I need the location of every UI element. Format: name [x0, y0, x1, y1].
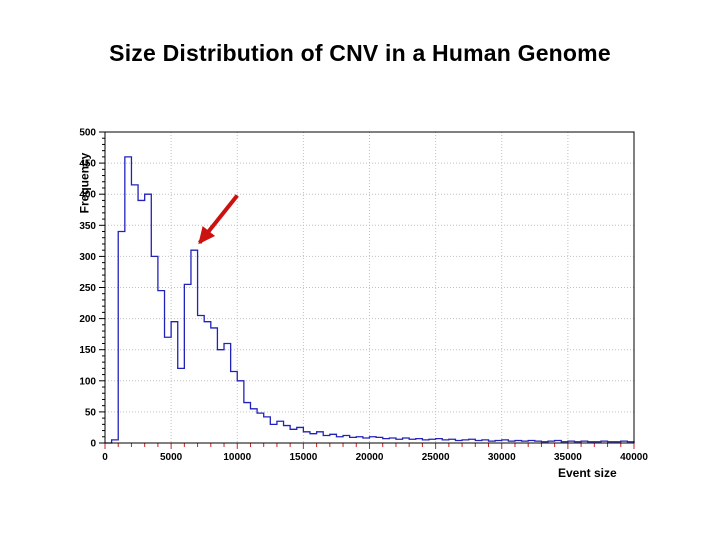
svg-text:0: 0	[90, 439, 96, 450]
svg-text:300: 300	[79, 252, 96, 263]
x-axis-label: Event size	[558, 466, 617, 480]
svg-text:30000: 30000	[488, 452, 516, 463]
svg-text:450: 450	[79, 159, 96, 170]
svg-text:400: 400	[79, 190, 96, 201]
chart-title: Size Distribution of CNV in a Human Geno…	[109, 40, 611, 66]
svg-text:20000: 20000	[356, 452, 384, 463]
svg-text:150: 150	[79, 345, 96, 356]
svg-text:350: 350	[79, 221, 96, 232]
svg-text:0: 0	[102, 452, 108, 463]
svg-text:40000: 40000	[620, 452, 648, 463]
x-axis-ticks	[104, 443, 635, 449]
svg-text:10000: 10000	[223, 452, 251, 463]
plot-frame	[104, 131, 635, 444]
svg-text:100: 100	[79, 376, 96, 387]
svg-text:250: 250	[79, 283, 96, 294]
gridlines	[105, 132, 634, 443]
svg-text:200: 200	[79, 314, 96, 325]
svg-text:50: 50	[85, 407, 97, 418]
svg-text:500: 500	[79, 128, 96, 139]
svg-text:15000: 15000	[289, 452, 317, 463]
y-axis-ticks	[99, 131, 105, 444]
svg-text:25000: 25000	[422, 452, 450, 463]
annotation-arrow	[197, 194, 239, 245]
histogram-line	[105, 156, 635, 444]
svg-text:5000: 5000	[160, 452, 183, 463]
svg-text:35000: 35000	[554, 452, 582, 463]
